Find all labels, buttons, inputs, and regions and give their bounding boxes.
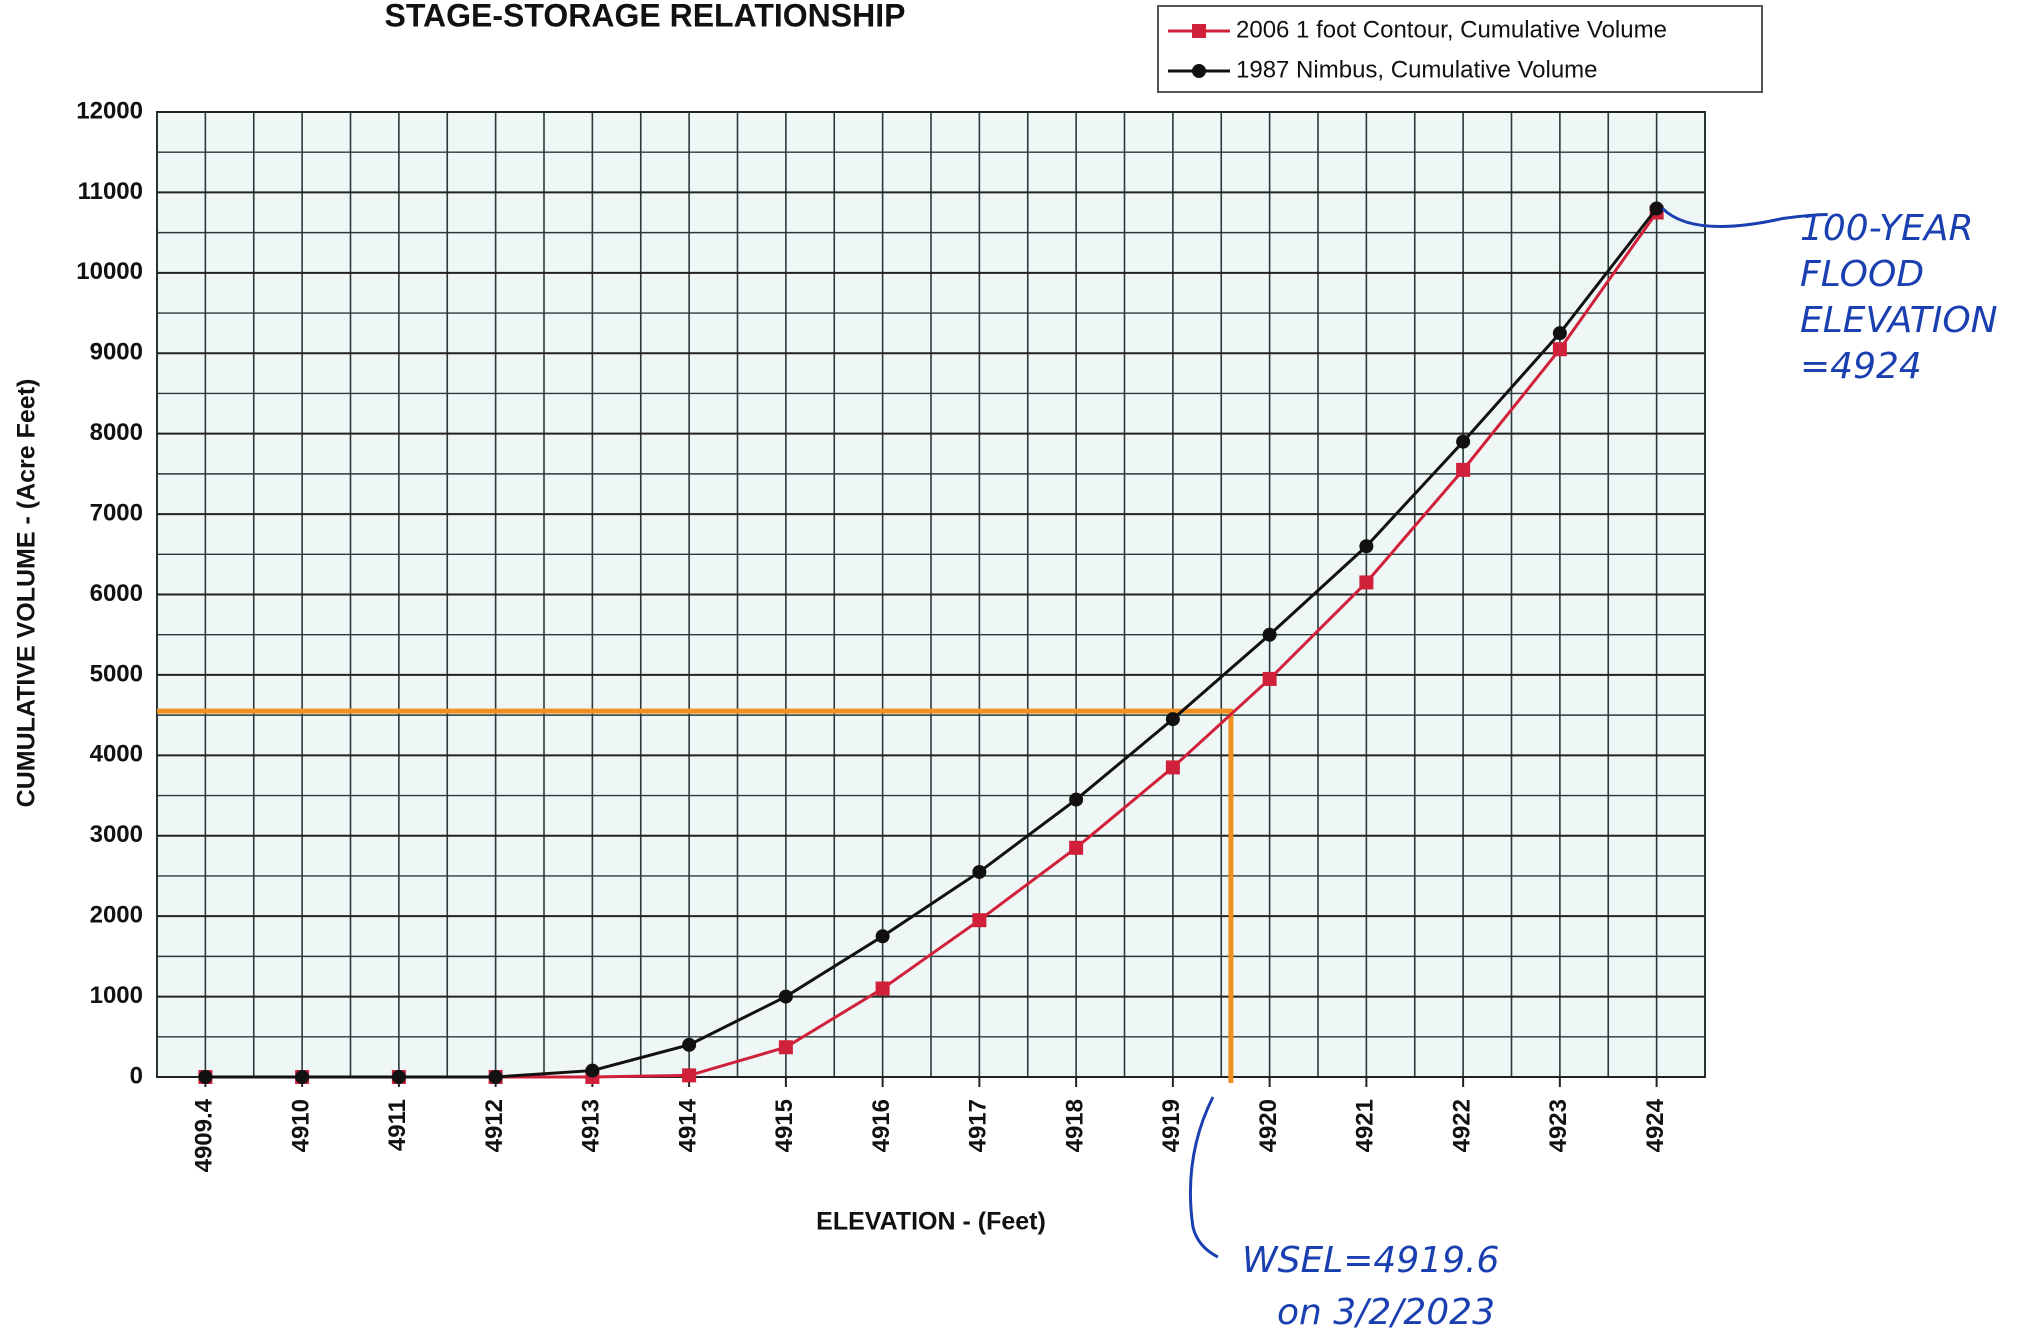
x-tick-label: 4922	[1448, 1099, 1475, 1152]
legend-label: 1987 Nimbus, Cumulative Volume	[1236, 56, 1598, 83]
legend-box	[1157, 5, 1763, 93]
x-tick-label: 4917	[965, 1099, 992, 1152]
series-line	[205, 207, 1658, 1079]
x-tick-label: 4919	[1158, 1099, 1185, 1152]
marker	[1262, 627, 1277, 642]
annotation-text: WSEL=4919.6	[1242, 1240, 1499, 1281]
annotation-text: on 3/2/2023	[1277, 1292, 1495, 1333]
marker	[488, 1070, 503, 1084]
x-tick-label: 4915	[771, 1099, 798, 1152]
marker	[1069, 840, 1084, 855]
annotation-stroke	[1661, 207, 1828, 228]
y-tick-label: 11000	[78, 178, 143, 205]
chart-title: STAGE-STORAGE RELATIONSHIP	[385, 0, 906, 33]
marker	[1262, 671, 1277, 686]
legend-label: 2006 1 foot Contour, Cumulative Volume	[1236, 16, 1667, 43]
x-tick-label: 4911	[384, 1099, 411, 1151]
legend-marker	[1192, 24, 1206, 38]
annotation-text: ELEVATION	[1800, 300, 1998, 341]
marker	[875, 929, 890, 944]
x-tick-label: 4924	[1642, 1098, 1669, 1152]
marker	[1552, 326, 1567, 341]
marker	[1359, 539, 1374, 554]
annotation-text: =4924	[1800, 346, 1922, 387]
y-tick-label: 2000	[90, 902, 143, 929]
y-tick-label: 10000	[76, 258, 143, 285]
x-tick-label: 4912	[481, 1099, 508, 1152]
marker	[1649, 201, 1664, 216]
marker	[1456, 434, 1471, 449]
legend-marker	[1192, 64, 1206, 78]
y-axis-label: CUMULATIVE VOLUME - (Acre Feet)	[13, 379, 41, 808]
y-tick-label: 9000	[90, 339, 143, 366]
x-axis-label: ELEVATION - (Feet)	[816, 1208, 1046, 1236]
y-tick-label: 8000	[90, 419, 143, 446]
x-tick-label: 4918	[1061, 1099, 1088, 1152]
marker	[585, 1063, 600, 1078]
x-tick-label: 4920	[1255, 1099, 1282, 1152]
marker	[1069, 792, 1084, 807]
x-tick-label: 4909.4	[191, 1098, 218, 1172]
annotation-stroke	[1188, 1096, 1219, 1259]
marker	[875, 981, 890, 996]
y-tick-label: 5000	[90, 660, 143, 687]
x-tick-label: 4921	[1352, 1099, 1379, 1152]
y-tick-label: 4000	[90, 741, 143, 768]
marker	[1456, 462, 1471, 477]
y-tick-label: 0	[130, 1062, 143, 1089]
marker	[391, 1070, 406, 1084]
marker	[1165, 760, 1180, 775]
marker	[1165, 712, 1180, 727]
marker	[778, 989, 793, 1004]
y-tick-label: 12000	[76, 97, 143, 124]
x-tick-label: 4910	[287, 1099, 314, 1152]
x-tick-label: 4923	[1545, 1099, 1572, 1152]
x-tick-label: 4913	[578, 1099, 605, 1152]
guide-line	[157, 708, 1234, 1083]
marker	[972, 864, 987, 879]
x-tick-label: 4916	[868, 1099, 895, 1152]
marker	[1359, 575, 1374, 590]
marker	[1552, 342, 1567, 357]
marker	[682, 1037, 697, 1052]
marker	[972, 913, 987, 928]
x-tick-label: 4914	[674, 1098, 701, 1152]
marker	[682, 1068, 697, 1083]
annotation-text: FLOOD	[1800, 254, 1924, 295]
y-tick-label: 6000	[90, 580, 143, 607]
annotation-text: 100-YEAR	[1800, 208, 1973, 249]
marker	[295, 1070, 310, 1084]
marker	[198, 1070, 213, 1084]
marker	[778, 1040, 793, 1055]
y-tick-label: 1000	[90, 982, 143, 1009]
y-tick-label: 3000	[90, 821, 143, 848]
y-tick-label: 7000	[90, 499, 143, 526]
